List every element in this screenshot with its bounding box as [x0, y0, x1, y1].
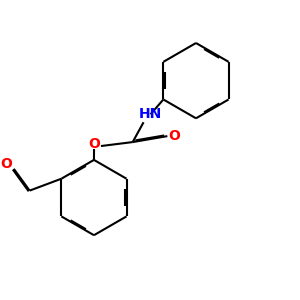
Text: O: O	[0, 157, 12, 171]
Text: O: O	[168, 129, 180, 143]
Text: HN: HN	[139, 107, 162, 121]
Text: O: O	[88, 137, 100, 151]
